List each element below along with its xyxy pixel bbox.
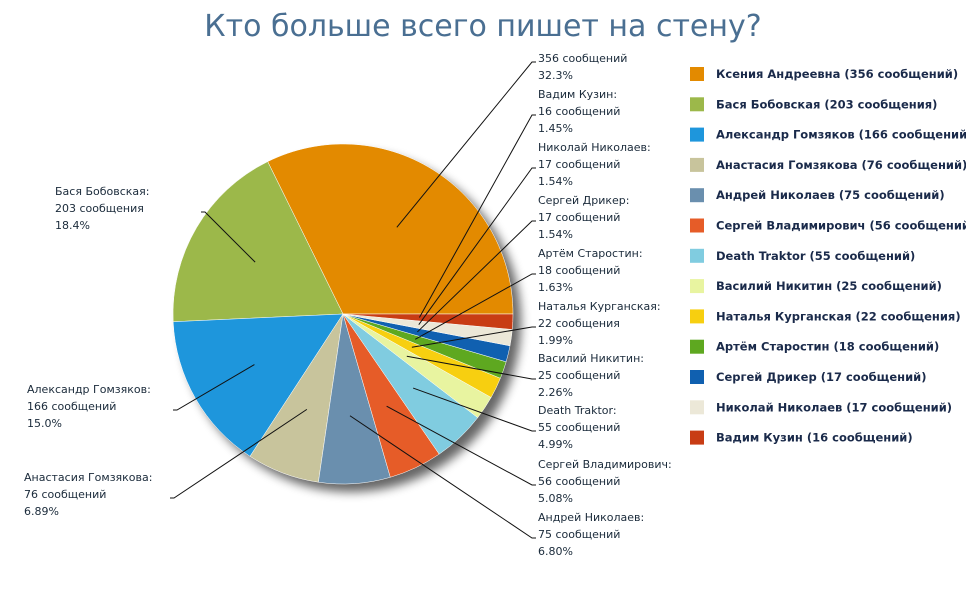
- legend-label: Сергей Дрикер (17 сообщений): [716, 370, 926, 384]
- legend-label: Бася Бобовская (203 сообщения): [716, 97, 937, 111]
- legend-swatch: [690, 157, 704, 172]
- legend-label: Андрей Николаев (75 сообщений): [716, 188, 945, 202]
- callout-percent: 6.80%: [538, 545, 573, 558]
- leader-line: [170, 408, 308, 499]
- legend-label: Николай Николаев (17 сообщений): [716, 400, 952, 414]
- callout-name: Бася Бобовская:: [55, 185, 149, 198]
- callout-percent: 1.45%: [538, 122, 573, 135]
- callout-value: 17 сообщений: [538, 158, 620, 171]
- callout-value: 22 сообщения: [538, 317, 620, 330]
- legend-swatch: [690, 67, 704, 81]
- legend-label: Анастасия Гомзякова (76 сообщений): [716, 158, 966, 172]
- callout-value: 356 сообщений: [538, 52, 627, 65]
- callout-name: Death Traktor:: [538, 404, 617, 417]
- legend-swatch: [690, 339, 704, 354]
- legend-swatch: [690, 218, 704, 233]
- callout-name: Вадим Кузин:: [538, 88, 617, 101]
- leader-line: [418, 114, 536, 318]
- legend: Ксения Андреевна (356 сообщений) Бася Боб…: [690, 67, 966, 445]
- pie-slice: [172, 313, 344, 457]
- callout-percent: 32.3%: [538, 69, 573, 82]
- legend-label: Death Traktor (55 сообщений): [716, 249, 915, 263]
- callout-percent: 1.54%: [538, 175, 573, 188]
- legend-swatch: [690, 127, 704, 142]
- legend-swatch: [690, 188, 704, 203]
- legend-swatch: [690, 248, 704, 263]
- callout-percent: 18.4%: [55, 219, 90, 232]
- legend-swatch: [690, 400, 704, 415]
- leader-line: [414, 273, 536, 340]
- callout-name: Андрей Николаев:: [538, 511, 644, 524]
- legend-swatch: [690, 97, 704, 112]
- callout-percent: 2.26%: [538, 386, 573, 399]
- callout-percent: 1.99%: [538, 334, 573, 347]
- callout-value: 203 сообщения: [55, 202, 144, 215]
- leader-line: [201, 211, 256, 263]
- callout-percent: 4.99%: [538, 438, 573, 451]
- callout-name: Артём Старостин:: [538, 247, 643, 260]
- callout-value: 18 сообщений: [538, 264, 620, 277]
- pie: [172, 143, 514, 485]
- callout-value: 16 сообщений: [538, 105, 620, 118]
- leader-line: [417, 220, 536, 333]
- callout-name: Сергей Владимирович:: [538, 458, 672, 471]
- callout-value: 55 сообщений: [538, 421, 620, 434]
- callout-value: 166 сообщений: [27, 400, 116, 413]
- pie-slice: [172, 161, 344, 323]
- callout-percent: 6.89%: [24, 505, 59, 518]
- legend-label: Наталья Курганская (22 сообщения): [716, 309, 961, 323]
- leader-line: [349, 415, 536, 539]
- callout-value: 25 сообщений: [538, 369, 620, 382]
- callout-name: Николай Николаев:: [538, 141, 651, 154]
- callout-percent: 1.63%: [538, 281, 573, 294]
- callout-name: Александр Гомзяков:: [27, 383, 151, 396]
- leader-line: [386, 405, 536, 486]
- callout-value: 17 сообщений: [538, 211, 620, 224]
- leader-line: [418, 167, 536, 325]
- legend-label: Василий Никитин (25 сообщений): [716, 279, 942, 293]
- callout-percent: 15.0%: [27, 417, 62, 430]
- legend-swatch: [690, 430, 704, 445]
- callouts: 356 сообщений 32.3% Бася Бобовская: 203 соо…: [24, 52, 672, 558]
- callout-name: Василий Никитин:: [538, 352, 644, 365]
- legend-swatch: [690, 279, 704, 294]
- callout-name: Сергей Дрикер:: [538, 194, 629, 207]
- callout-percent: 1.54%: [538, 228, 573, 241]
- callout-name: Анастасия Гомзякова:: [24, 471, 152, 484]
- legend-label: Вадим Кузин (16 сообщений): [716, 431, 913, 445]
- leader-line: [396, 61, 536, 228]
- chart-title: Кто больше всего пишет на стену?: [204, 9, 761, 44]
- pie-slice: [267, 143, 514, 315]
- callout-value: 56 сообщений: [538, 475, 620, 488]
- callout-value: 75 сообщений: [538, 528, 620, 541]
- leader-line: [406, 355, 536, 380]
- leader-line: [411, 326, 536, 348]
- callout-percent: 5.08%: [538, 492, 573, 505]
- legend-label: Александр Гомзяков (166 сообщений): [716, 128, 966, 142]
- legend-label: Артём Старостин (18 сообщений): [716, 340, 939, 354]
- callout-value: 76 сообщений: [24, 488, 106, 501]
- leader-line: [412, 387, 536, 432]
- legend-swatch: [690, 370, 704, 384]
- legend-label: Сергей Владимирович (56 сообщений): [716, 219, 966, 233]
- legend-swatch: [690, 309, 704, 324]
- callout-name: Наталья Курганская:: [538, 300, 661, 313]
- legend-label: Ксения Андреевна (356 сообщений): [716, 67, 958, 81]
- leader-line: [173, 364, 255, 411]
